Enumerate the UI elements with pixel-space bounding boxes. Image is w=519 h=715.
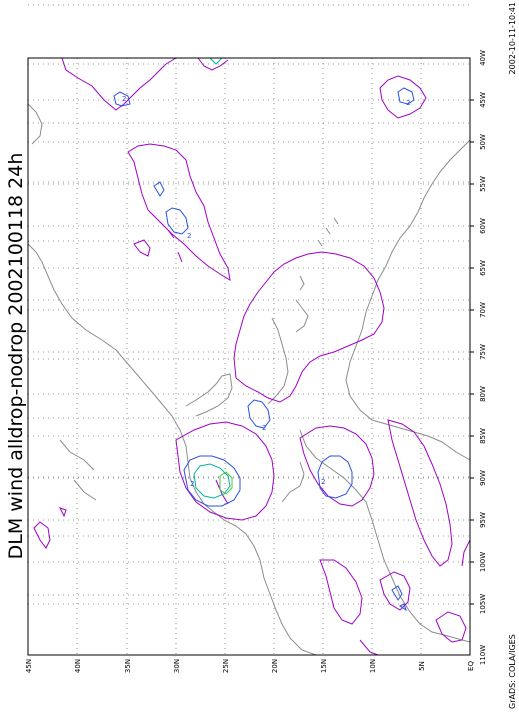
contour-l2-central-america: [317, 455, 353, 499]
coast-newfoundland: [27, 103, 43, 145]
lon-label-40w: 40W: [479, 50, 487, 66]
lat-label-20n: 20N: [271, 659, 279, 673]
lon-label-65w: 65W: [479, 260, 487, 276]
coast-florida: [185, 373, 233, 417]
contour-l2-ne: [113, 91, 131, 107]
contour-far: [359, 539, 471, 656]
lon-label-100w: 100W: [479, 552, 487, 572]
contour-l2-mid-atlantic-b: [153, 181, 165, 197]
coast-yucatan: [281, 461, 305, 503]
coast-puerto-rico: [299, 275, 305, 291]
contour-ne-atlantic: [61, 57, 177, 111]
contour-pacific-east: [387, 419, 453, 567]
contour-l2-gulf: [183, 455, 241, 507]
lon-label-95w: 95W: [479, 512, 487, 528]
lat-label-45n: 45N: [25, 659, 33, 673]
coastlines: [27, 103, 471, 656]
contour-gulf: [175, 421, 275, 521]
contour-label-caribbean: 2: [262, 424, 266, 432]
contour-caribbean: [233, 251, 385, 403]
lat-label-35n: 35N: [124, 659, 132, 673]
contour-l3-gulf: [193, 463, 231, 499]
lat-label-25n: 25N: [222, 659, 230, 673]
contour-west: [33, 521, 51, 549]
lon-label-55w: 55W: [479, 176, 487, 192]
contour-pacific-south-c: [319, 559, 363, 625]
contour-label-mid: 2: [187, 232, 191, 240]
lat-label-5n: 5N: [418, 661, 426, 671]
lat-labels: EQ 5N 10N 15N 20N 25N 30N 35N 40N 45N: [25, 659, 475, 673]
lon-label-70w: 70W: [479, 302, 487, 318]
graticule-lon: [28, 99, 470, 605]
coast-great-lakes: [59, 439, 97, 501]
lon-label-90w: 90W: [479, 470, 487, 486]
contour-label-ne: 2: [122, 95, 126, 103]
contour-l2-mid-atlantic: [165, 207, 189, 235]
contour-l2-south-a: [391, 585, 403, 601]
coast-central-america: [299, 429, 471, 643]
lon-label-85w: 85W: [479, 428, 487, 444]
contour-mid-atlantic: [127, 143, 231, 281]
timestamp-label: 2002-10-11-10:41: [508, 2, 517, 74]
tick-marks: [470, 99, 474, 605]
contour-central-america: [299, 425, 375, 507]
lat-label-10n: 10N: [369, 659, 377, 673]
coast-hispaniola: [295, 299, 309, 333]
contour-label-central: 2: [321, 478, 325, 486]
lon-label-75w: 75W: [479, 344, 487, 360]
contour-pacific-south-b: [435, 611, 467, 643]
lon-label-45w: 45W: [479, 92, 487, 108]
contour-mid: [167, 229, 183, 263]
contour-pacific-south-a: [379, 571, 411, 611]
lon-label-50w: 50W: [479, 134, 487, 150]
contour-l2-caribbean: [247, 399, 271, 429]
lon-label-105w: 105W: [479, 594, 487, 614]
contours-level-1: [33, 57, 471, 656]
map-frame: [27, 57, 471, 656]
coast-south-america: [345, 139, 471, 461]
contours-level-3: [193, 57, 231, 499]
lat-label-30n: 30N: [173, 659, 181, 673]
contour-label-gulf: 2: [190, 480, 194, 488]
contour-east-atlantic: [379, 75, 427, 119]
contour-labels: 2 2 2 2 2 2: [122, 95, 410, 488]
coast-us-gulf-atlantic: [27, 243, 317, 656]
map-title: DLM wind alldrop-nodrop 2002100118 24h: [5, 153, 27, 560]
contours-level-4: [219, 471, 233, 495]
contour-ne-atlantic-b: [197, 57, 229, 71]
contour-north-b: [59, 507, 67, 518]
contour-north-a: [133, 239, 151, 257]
lon-labels: 40W 45W 50W 55W 60W 65W 70W 75W 80W 85W …: [479, 50, 487, 665]
coast-lesser-antilles: [317, 217, 339, 247]
coast-cuba: [267, 317, 289, 405]
contour-label-east: 2: [406, 99, 410, 107]
contour-gulf-b: [215, 479, 229, 505]
lon-label-80w: 80W: [479, 386, 487, 402]
contour-l4-gulf: [219, 471, 233, 495]
contours-level-2: [113, 87, 415, 612]
lat-label-eq: EQ: [467, 661, 475, 671]
credit-label: GrADS: COLA/IGES: [508, 634, 517, 709]
lat-label-40n: 40N: [74, 659, 82, 673]
graticule: [28, 4, 470, 655]
lat-label-15n: 15N: [320, 659, 328, 673]
contour-l2-east-atlantic: [397, 87, 415, 105]
lon-label-110w: 110W: [479, 645, 487, 665]
lon-label-60w: 60W: [479, 218, 487, 234]
contour-l2-south-b: [399, 603, 407, 612]
contour-l3-ne: [209, 57, 223, 65]
